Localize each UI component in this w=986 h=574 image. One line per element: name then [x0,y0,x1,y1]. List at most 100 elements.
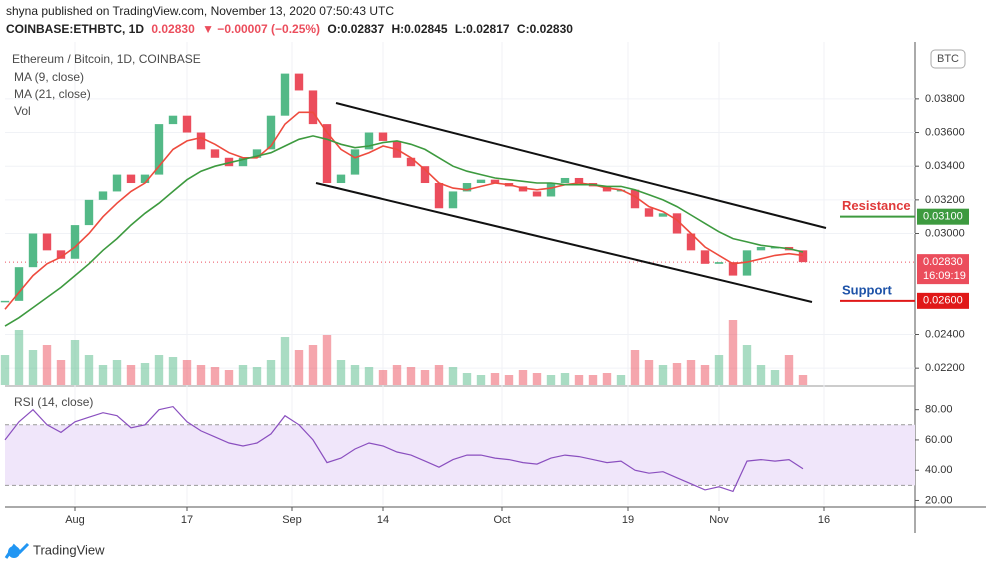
volume-bar [700,365,710,385]
candle [0,300,10,303]
candle [728,262,738,276]
last-price-time: 16:09:19 [923,270,966,282]
last-price-label: 0.02830 [923,256,963,268]
volume-bar [14,330,24,385]
legend-ma21: MA (21, close) [14,87,91,101]
volume-bar [336,360,346,385]
x-tick-label: Nov [709,514,729,526]
volume-bar [280,337,290,385]
volume-bar [322,335,332,385]
volume-bar [798,375,808,385]
candle [84,199,94,226]
candle [70,225,80,259]
volume-bar [504,375,514,385]
candle [98,191,108,200]
candle [238,157,248,167]
volume-bar [84,355,94,385]
candle [280,73,290,116]
rsi-tick-label: 20.00 [925,494,953,506]
candle [448,191,458,209]
candle [434,183,444,209]
candle [154,124,164,175]
volume-bar [224,370,234,385]
volume-bar [350,365,360,385]
candle [714,262,724,264]
channel-lower [315,182,813,303]
volume-bar [448,367,458,385]
candle [378,132,388,141]
candle [462,183,472,192]
legend-vol: Vol [14,104,31,118]
x-tick-label: 17 [181,514,193,526]
x-tick-label: Aug [65,514,85,526]
candle [322,124,332,184]
candle [644,208,654,217]
y-tick-label: 0.03800 [925,93,965,105]
publish-line: shyna published on TradingView.com, Nove… [6,4,394,18]
volume-bar [364,367,374,385]
candle [42,233,52,251]
level-label: 0.03100 [923,211,963,223]
volume-bar [770,370,780,385]
volume-bar [294,350,304,385]
volume-bar [434,365,444,385]
ma-line [4,111,804,310]
volume-bar [0,355,10,385]
y-tick-label: 0.03600 [925,126,965,138]
volume-bar [406,367,416,385]
candle [56,250,66,259]
x-tick-label: Oct [493,514,510,526]
candle [196,132,206,150]
volume-bar [672,363,682,385]
candle [182,115,192,133]
volume-bar [714,355,724,385]
candle [406,157,416,167]
close: C:0.02830 [517,22,573,36]
y-tick-label: 0.03000 [925,227,965,239]
volume-bar [252,367,262,385]
candle [532,191,542,197]
change: ▼ −0.00007 (−0.25%) [202,22,320,36]
brand: TradingView [33,542,105,557]
volume-bar [574,375,584,385]
candle [742,250,752,276]
candle [602,186,612,192]
candle [140,174,150,184]
volume-bar [518,370,528,385]
volume-bar [630,350,640,385]
candle [266,115,276,150]
volume-bar [532,373,542,385]
volume-bar [182,360,192,385]
volume-bar [308,345,318,385]
ticker-line: COINBASE:ETHBTC, 1D 0.02830 ▼ −0.00007 (… [6,22,573,36]
currency-button[interactable] [930,49,966,69]
candle [364,132,374,150]
high: H:0.02845 [391,22,447,36]
x-tick-label: 19 [622,514,634,526]
volume-bar [210,367,220,385]
volume-bar [196,365,206,385]
x-tick-label: 14 [377,514,389,526]
volume-bar [126,365,136,385]
candle [294,73,304,91]
volume-bar [392,365,402,385]
volume-bar [168,357,178,385]
candle [210,149,220,158]
candle [350,149,360,175]
volume-bar [56,360,66,385]
volume-bar [42,345,52,385]
x-tick-label: Sep [282,514,302,526]
candle [798,250,808,263]
last-price-box [917,254,969,285]
level-box [917,208,969,225]
candle [252,149,262,158]
level-text: Support [842,282,892,297]
symbol: COINBASE:ETHBTC, 1D [6,22,144,36]
candle [658,213,668,217]
level-label: 0.02600 [923,295,963,307]
volume-bar [644,360,654,385]
channel-upper [335,102,827,229]
rsi-tick-label: 80.00 [925,404,953,416]
volume-bar [560,373,570,385]
